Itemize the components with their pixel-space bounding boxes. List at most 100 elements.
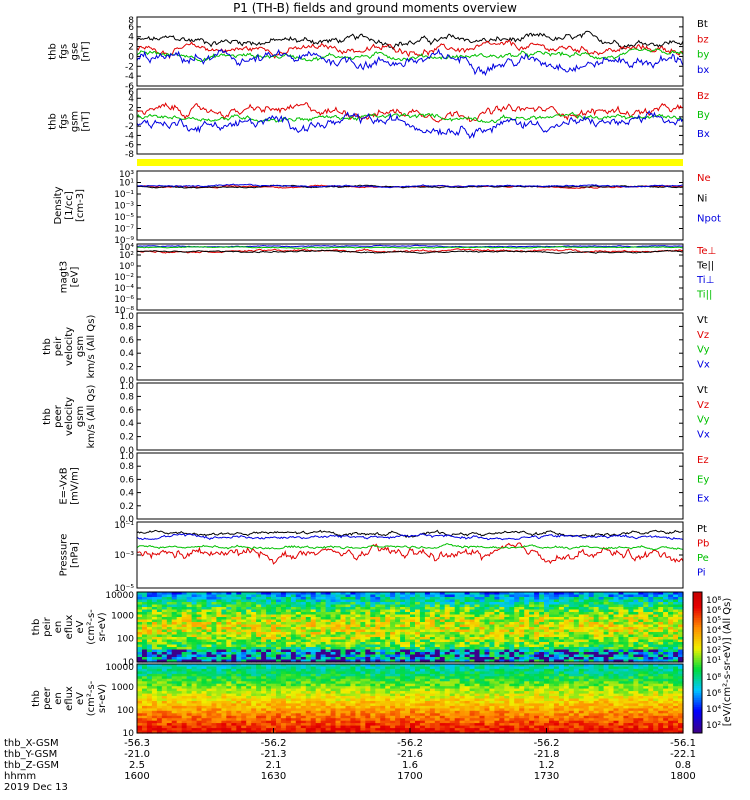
heatmap-cell <box>276 602 282 606</box>
heatmap-cell <box>534 691 540 695</box>
heatmap-cell <box>156 683 163 687</box>
heatmap-cell <box>256 681 262 685</box>
heatmap-cell <box>643 652 649 656</box>
heatmap-cell <box>266 604 272 608</box>
heatmap-cell <box>305 602 312 606</box>
heatmap-cell <box>454 688 461 692</box>
heatmap-cell <box>504 681 510 685</box>
heatmap-cell <box>310 649 317 653</box>
heatmap-cell <box>395 617 401 621</box>
heatmap-cell <box>668 673 674 677</box>
heatmap-cell <box>216 629 222 633</box>
heatmap-cell <box>514 614 520 618</box>
heatmap-cell <box>583 696 590 700</box>
heatmap-cell <box>206 686 213 690</box>
heatmap-cell <box>628 644 634 648</box>
heatmap-cell <box>573 698 580 702</box>
heatmap-cell <box>360 597 366 601</box>
heatmap-cell <box>524 691 530 695</box>
heatmap-cell <box>241 602 247 606</box>
heatmap-cell <box>186 637 193 641</box>
heatmap-cell <box>360 609 366 613</box>
heatmap-cell <box>380 691 386 695</box>
heatmap-cell <box>444 637 451 641</box>
heatmap-cell <box>434 671 441 675</box>
heatmap-cell <box>613 627 620 631</box>
heatmap-cell <box>454 673 461 677</box>
heatmap-cell <box>271 639 277 643</box>
heatmap-cell <box>385 678 391 682</box>
heatmap-cell <box>171 676 178 680</box>
heatmap-cell <box>320 597 327 601</box>
heatmap-cell <box>553 691 560 695</box>
heatmap-cell <box>623 609 629 613</box>
heatmap-cell <box>380 654 386 658</box>
heatmap-cell <box>449 639 456 643</box>
heatmap-cell <box>405 666 411 670</box>
heatmap-cell <box>663 673 669 677</box>
heatmap-cell <box>315 604 322 608</box>
heatmap-cell <box>310 612 317 616</box>
heatmap-cell <box>261 622 267 626</box>
heatmap-cell <box>246 657 252 661</box>
heatmap-cell <box>300 678 307 682</box>
heatmap-cell <box>355 619 361 623</box>
heatmap-cell <box>415 693 421 697</box>
heatmap-cell <box>231 644 237 648</box>
heatmap-cell <box>355 632 361 636</box>
heatmap-cell <box>534 657 540 661</box>
heatmap-cell <box>573 678 580 682</box>
heatmap-cell <box>151 599 158 603</box>
heatmap-cell <box>142 657 148 661</box>
heatmap-cell <box>623 604 629 608</box>
heatmap-cell <box>633 696 639 700</box>
heatmap-cell <box>553 666 560 670</box>
heatmap-cell <box>524 637 530 641</box>
heatmap-cell <box>146 619 153 623</box>
heatmap-cell <box>529 683 535 687</box>
heatmap-cell <box>166 644 173 648</box>
heatmap-cell <box>410 627 416 631</box>
heatmap-cell <box>256 622 262 626</box>
heatmap-cell <box>335 634 342 638</box>
heatmap-cell <box>320 659 327 663</box>
heatmap-cell <box>236 664 242 668</box>
heatmap-cell <box>300 614 307 618</box>
heatmap-cell <box>563 664 570 668</box>
heatmap-cell <box>395 683 401 687</box>
heatmap-cell <box>206 592 213 596</box>
heatmap-cell <box>395 696 401 700</box>
heatmap-cell <box>231 637 237 641</box>
heatmap-cell <box>380 649 386 653</box>
heatmap-cell <box>251 683 257 687</box>
heatmap-cell <box>534 599 540 603</box>
heatmap-cell <box>271 602 277 606</box>
heatmap-cell <box>290 698 297 702</box>
heatmap-cell <box>668 657 674 661</box>
heatmap-cell <box>305 592 312 596</box>
heatmap-cell <box>514 688 520 692</box>
heatmap-cell <box>568 627 575 631</box>
heatmap-cell <box>648 676 654 680</box>
heatmap-cell <box>544 632 550 636</box>
heatmap-cell <box>231 686 237 690</box>
heatmap-cell <box>186 683 193 687</box>
heatmap-cell <box>137 681 143 685</box>
heatmap-cell <box>325 627 332 631</box>
heatmap-cell <box>424 607 431 611</box>
heatmap-cell <box>658 649 664 653</box>
heatmap-cell <box>151 683 158 687</box>
heatmap-cell <box>360 666 366 670</box>
heatmap-cell <box>643 664 649 668</box>
heatmap-cell <box>395 688 401 692</box>
heatmap-cell <box>261 678 267 682</box>
heatmap-cell <box>355 612 361 616</box>
heatmap-cell <box>429 696 436 700</box>
heatmap-cell <box>504 639 510 643</box>
heatmap-cell <box>330 609 337 613</box>
heatmap-cell <box>305 681 312 685</box>
heatmap-cell <box>375 666 381 670</box>
heatmap-cell <box>618 664 625 668</box>
heatmap-cell <box>142 681 148 685</box>
heatmap-cell <box>678 604 684 608</box>
